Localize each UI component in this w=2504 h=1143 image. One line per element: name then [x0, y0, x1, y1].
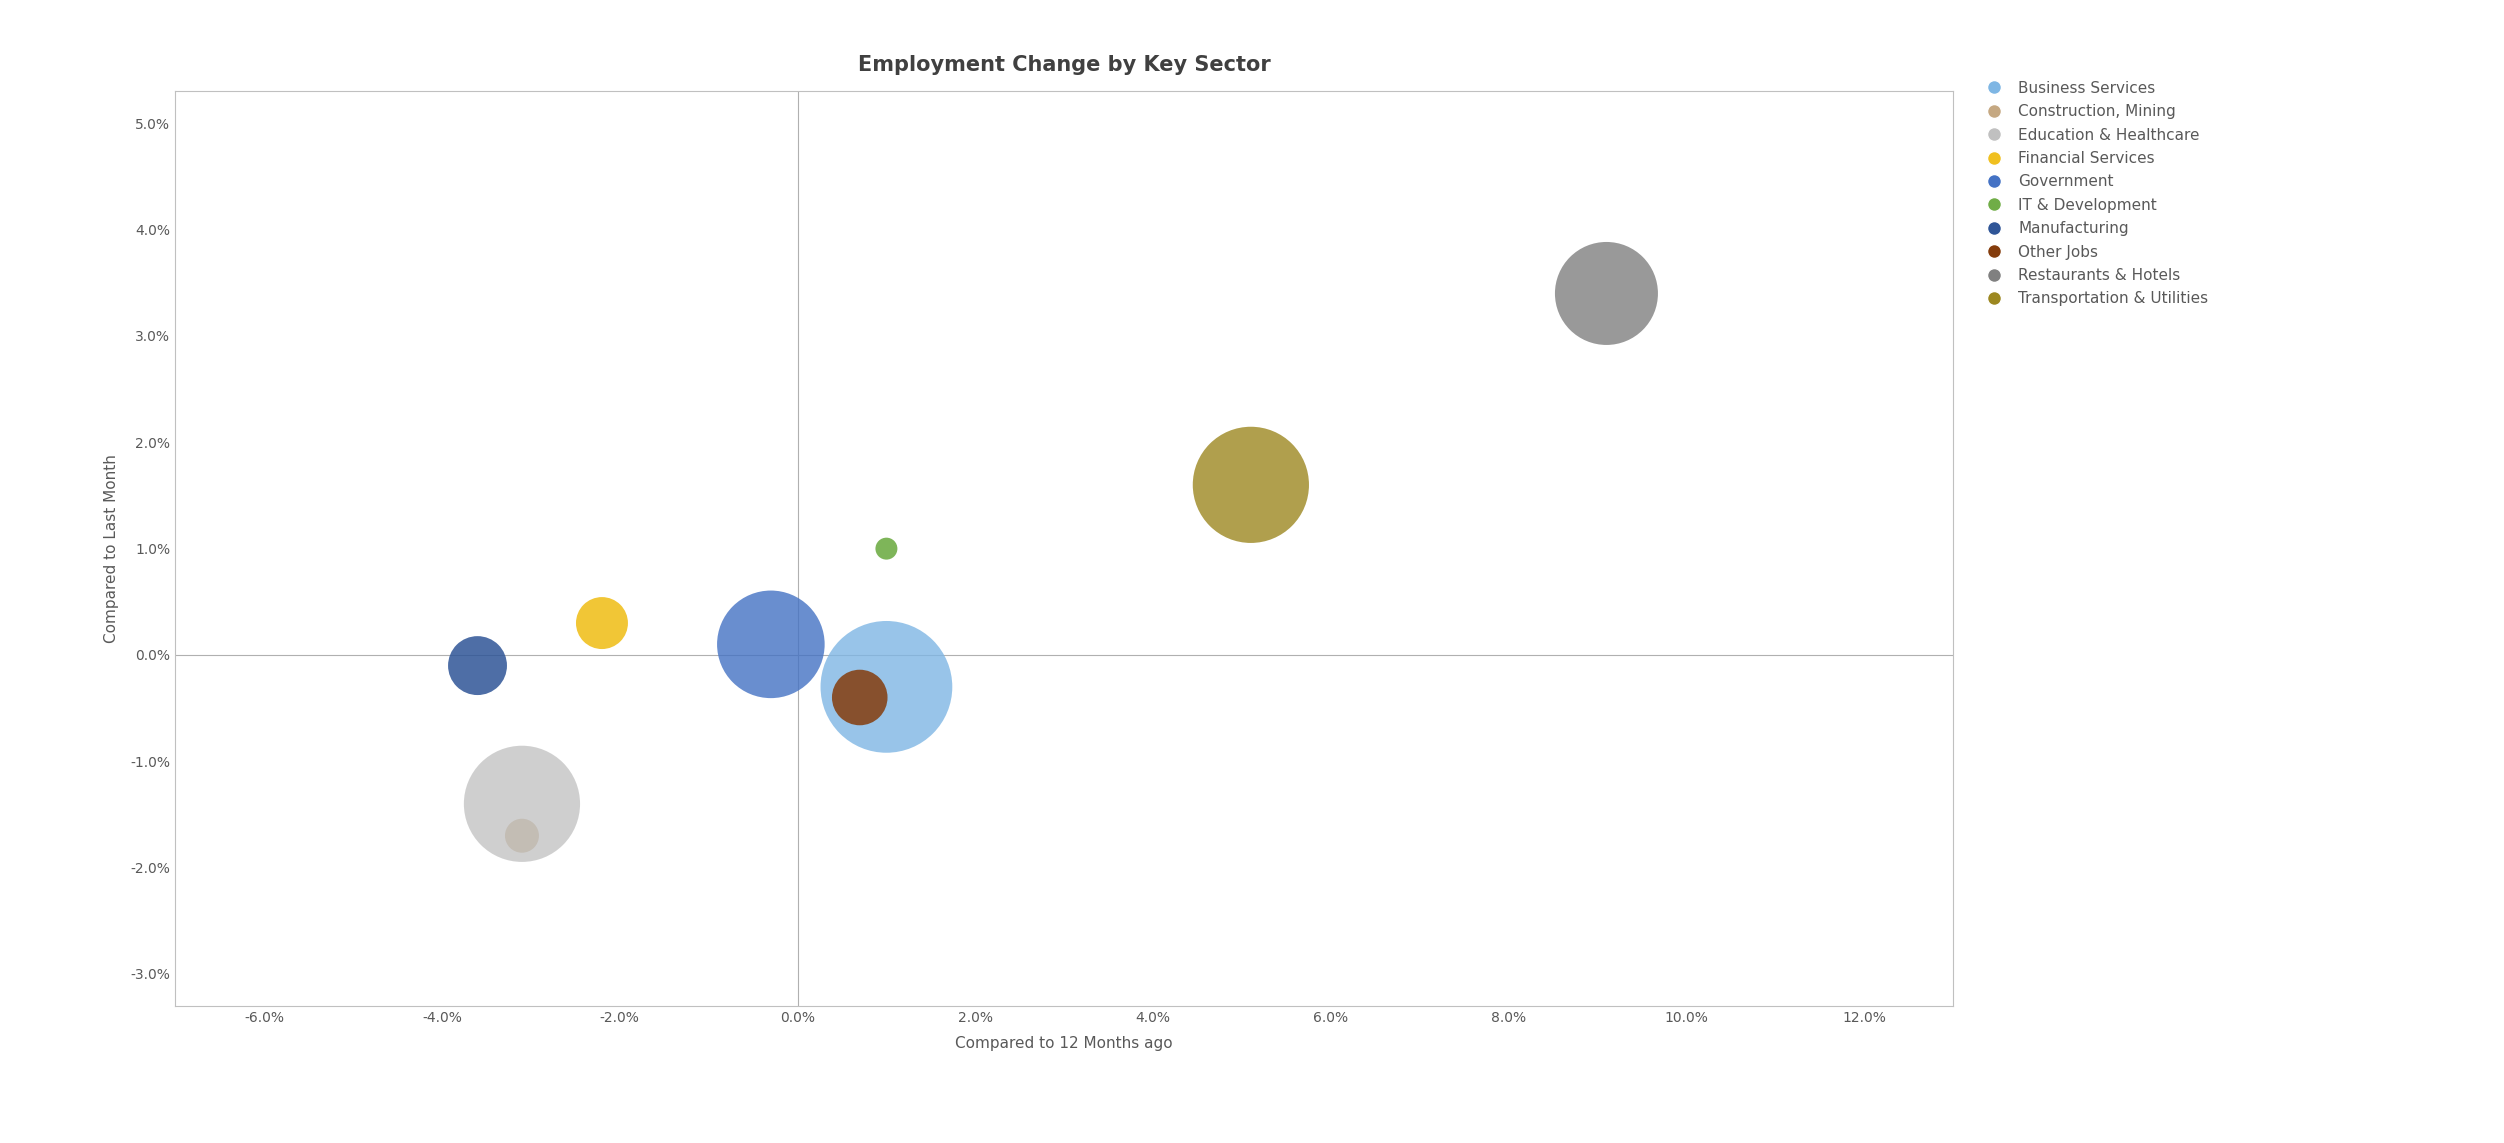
Y-axis label: Compared to Last Month: Compared to Last Month — [105, 454, 120, 644]
Title: Employment Change by Key Sector: Employment Change by Key Sector — [859, 55, 1270, 74]
X-axis label: Compared to 12 Months ago: Compared to 12 Months ago — [957, 1036, 1172, 1050]
Transportation & Utilities — [1232, 475, 1272, 494]
Restaurants & Hotels — [1588, 285, 1628, 303]
Other Jobs — [839, 688, 879, 706]
Manufacturing — [458, 656, 498, 674]
Government — [751, 636, 791, 654]
Financial Services — [581, 614, 621, 632]
Legend: Business Services, Construction, Mining, Education & Healthcare, Financial Servi: Business Services, Construction, Mining,… — [1978, 81, 2209, 306]
Business Services — [866, 678, 906, 696]
Construction, Mining — [501, 826, 541, 845]
IT & Development — [866, 539, 906, 558]
Education & Healthcare — [501, 794, 541, 813]
